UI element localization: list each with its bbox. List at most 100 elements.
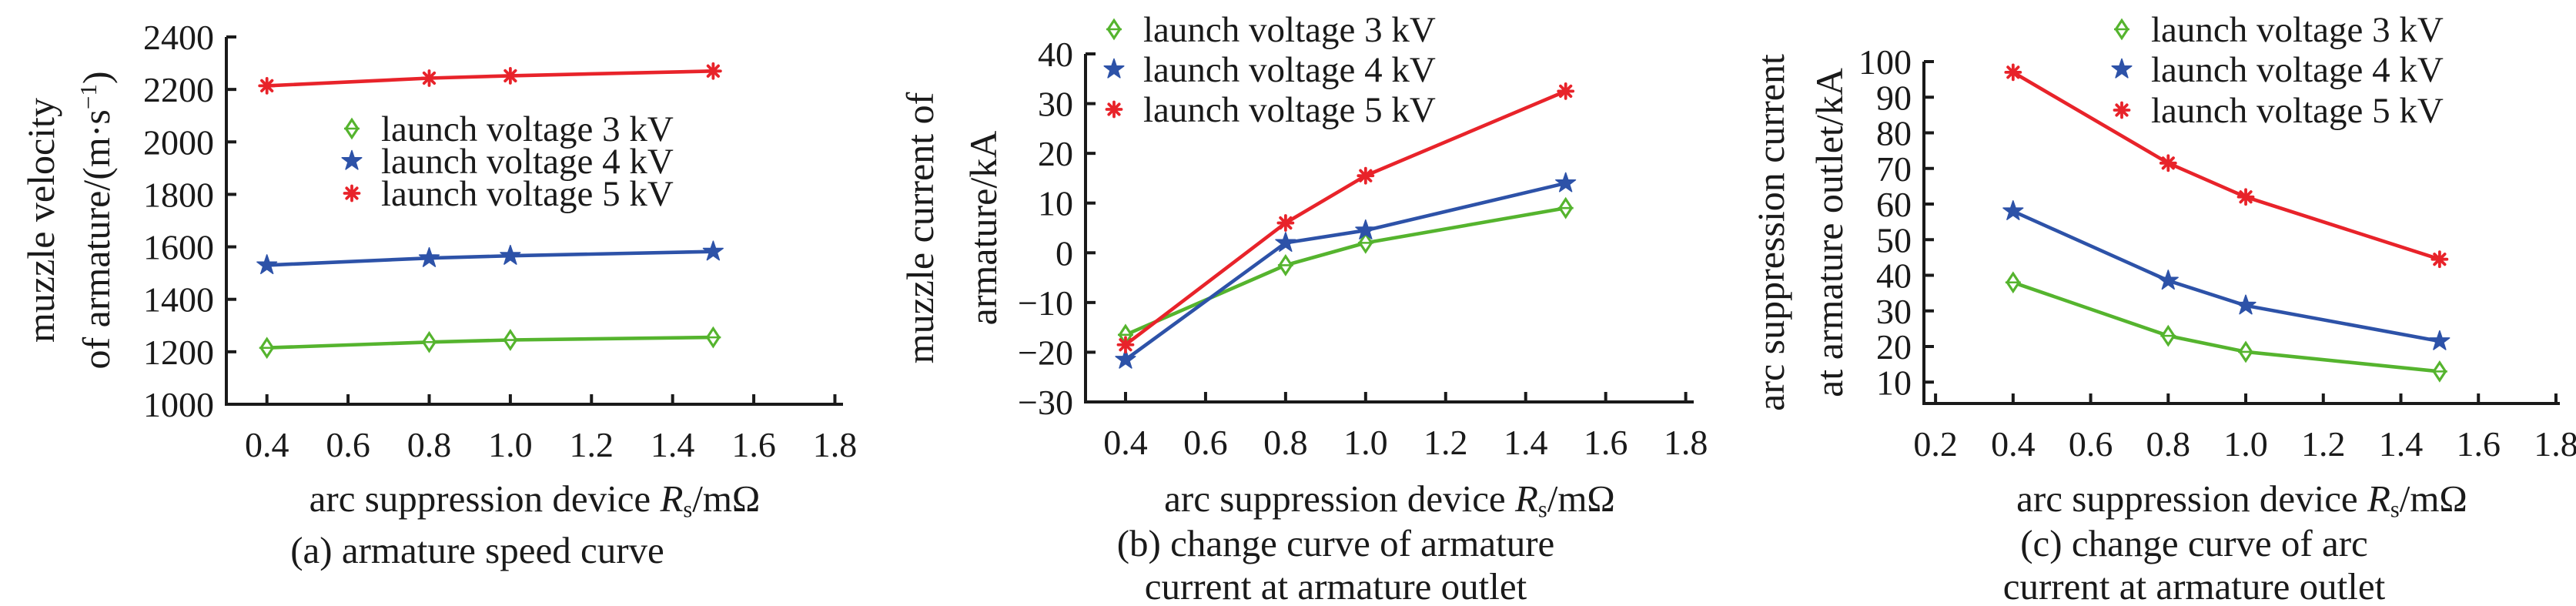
axis-spines <box>1922 62 2560 405</box>
x-axis-label-text: arc suppression device <box>2016 477 2367 520</box>
y-axis-label-line1: muzzle current of <box>898 0 942 467</box>
x-axis-label-variable: R <box>2367 477 2390 520</box>
y-axis-label-text: ) <box>75 71 119 85</box>
star-marker-icon <box>418 246 440 267</box>
x-tick-label: 0.8 <box>407 425 452 464</box>
x-tick-label: 1.6 <box>1584 423 1628 462</box>
asterisk-marker-icon <box>2433 253 2447 266</box>
legend-label: launch voltage 4 kV <box>1143 50 1436 90</box>
asterisk-marker-icon <box>1107 102 1121 116</box>
asterisk-marker-icon <box>422 71 437 85</box>
x-tick-label: 1.6 <box>731 425 776 464</box>
y-tick-label: 2200 <box>143 70 214 109</box>
star-marker-icon <box>341 149 363 170</box>
star-marker-icon <box>702 240 724 261</box>
y-axis-label-text: muzzle velocity <box>19 98 62 343</box>
asterisk-marker-icon <box>2115 103 2129 117</box>
x-axis-label-text: /mΩ <box>692 477 761 520</box>
legend-label: launch voltage 4 kV <box>2151 50 2444 90</box>
y-tick-label: 1200 <box>143 333 214 372</box>
y-tick-label: 0 <box>1055 233 1073 273</box>
x-axis-label: arc suppression device Rs/mΩ <box>1086 477 1694 523</box>
asterisk-marker-icon <box>1119 338 1132 352</box>
x-tick-label: 1.0 <box>1343 423 1388 462</box>
legend-label: launch voltage 3 kV <box>1143 10 1436 50</box>
caption-text: (a) armature speed curve <box>290 529 664 571</box>
legend-label: launch voltage 3 kV <box>381 109 674 149</box>
y-axis-label-text: at armature outlet/kA <box>1808 68 1852 397</box>
axis-spines <box>225 37 843 406</box>
series-line-launch-voltage-5-kv <box>265 69 715 88</box>
panel-arc-current-curve: 10 20 30 40 50 60 70 80 90 100 0.2 0.4 0.6 0.8 1.0 1.2 1… <box>1717 0 2576 606</box>
caption-line1: (c) change curve of arc <box>1825 522 2564 565</box>
y-axis-label-line1: muzzle velocity <box>19 0 62 459</box>
legend-label: launch voltage 5 kV <box>2151 91 2444 131</box>
y-tick-label: 20 <box>1038 134 1073 173</box>
panel-armature-speed-curve: 1000 1200 1400 1600 1800 2000 2200 2400 0.4 0.6 0.… <box>0 0 859 606</box>
x-axis-label-text: /mΩ <box>2399 477 2467 520</box>
chart-canvas-a: 1000 1200 1400 1600 1800 2000 2200 2400 0.4 0.6 0.… <box>143 18 858 464</box>
y-axis-label-line2: at armature outlet/kA <box>1800 0 1851 471</box>
asterisk-marker-icon <box>2239 190 2253 204</box>
star-marker-icon <box>256 254 278 275</box>
star-marker-icon <box>2429 330 2451 350</box>
x-tick-label: 0.8 <box>1263 423 1308 462</box>
y-tick-label: 1800 <box>143 175 214 214</box>
x-tick-label: 0.6 <box>2069 424 2113 464</box>
y-tick-label: 20 <box>1876 327 1912 367</box>
y-tick-label: 70 <box>1876 149 1912 189</box>
caption-text: current at armature outlet <box>1144 565 1527 606</box>
x-tick-label: 0.4 <box>1991 424 2036 464</box>
star-marker-icon <box>2002 200 2024 220</box>
superscript: −1 <box>75 84 102 110</box>
y-tick-label: 2400 <box>143 18 214 57</box>
x-axis-label-variable: R <box>660 477 684 520</box>
x-tick-label: 1.4 <box>651 425 695 464</box>
x-axis-label-text: /mΩ <box>1547 477 1615 520</box>
star-marker-icon <box>2157 270 2179 290</box>
caption-line1: (b) change curve of armature <box>966 522 1705 565</box>
x-tick-label: 1.2 <box>1423 423 1468 462</box>
y-axis-label-line2: of armature/(m·s−1) <box>67 0 118 459</box>
subscript: s <box>2390 496 2400 523</box>
y-axis-label-line1: arc suppression current <box>1749 0 1792 471</box>
series-line-launch-voltage-3-kv <box>1123 206 1568 337</box>
subscript: s <box>683 496 693 523</box>
x-tick-label: 0.4 <box>1103 423 1148 462</box>
star-marker-icon <box>2111 58 2133 79</box>
series-line-launch-voltage-3-kv <box>265 335 715 350</box>
y-tick-label: 2000 <box>143 122 214 162</box>
x-tick-label: 1.4 <box>1504 423 1548 462</box>
y-tick-label: 30 <box>1876 292 1912 331</box>
series-line-launch-voltage-3-kv <box>2011 280 2442 373</box>
y-tick-label: 80 <box>1876 114 1912 153</box>
star-marker-icon <box>1115 348 1136 369</box>
y-axis-label-text: of armature/(m·s <box>75 109 119 370</box>
legend-label: launch voltage 3 kV <box>2151 10 2444 50</box>
star-marker-icon <box>1275 232 1296 253</box>
y-tick-label: 1400 <box>143 280 214 320</box>
x-tick-label: 1.8 <box>813 425 858 464</box>
x-tick-label: 1.0 <box>488 425 533 464</box>
x-tick-label: 1.6 <box>2456 424 2501 464</box>
caption-text: (b) change curve of armature <box>1116 522 1555 564</box>
x-tick-label: 1.4 <box>2379 424 2424 464</box>
y-tick-label: 30 <box>1038 85 1073 124</box>
x-tick-label: 1.2 <box>2301 424 2346 464</box>
y-axis-label-text: muzzle current of <box>898 92 942 364</box>
x-tick-label: 0.6 <box>1183 423 1228 462</box>
x-tick-label: 0.6 <box>326 425 370 464</box>
x-tick-label: 1.8 <box>2534 424 2576 464</box>
legend-label: launch voltage 4 kV <box>381 142 674 182</box>
y-tick-label: 1600 <box>143 228 214 267</box>
asterisk-marker-icon <box>706 64 720 78</box>
star-marker-icon <box>500 244 521 265</box>
x-axis-label: arc suppression device Rs/mΩ <box>1924 477 2560 523</box>
series-line-launch-voltage-5-kv <box>2011 70 2442 262</box>
asterisk-marker-icon <box>2006 65 2020 79</box>
asterisk-marker-icon <box>1559 84 1573 99</box>
y-tick-label: 100 <box>1858 42 1912 82</box>
x-axis-label-variable: R <box>1514 477 1538 520</box>
series-line-launch-voltage-4-kv <box>2011 209 2442 343</box>
chart-canvas-b: −30 −20 −10 0 10 20 30 40 0.4 0.6 0.8 1.0 1.2 1.4 1.6 1… <box>1018 10 1708 462</box>
